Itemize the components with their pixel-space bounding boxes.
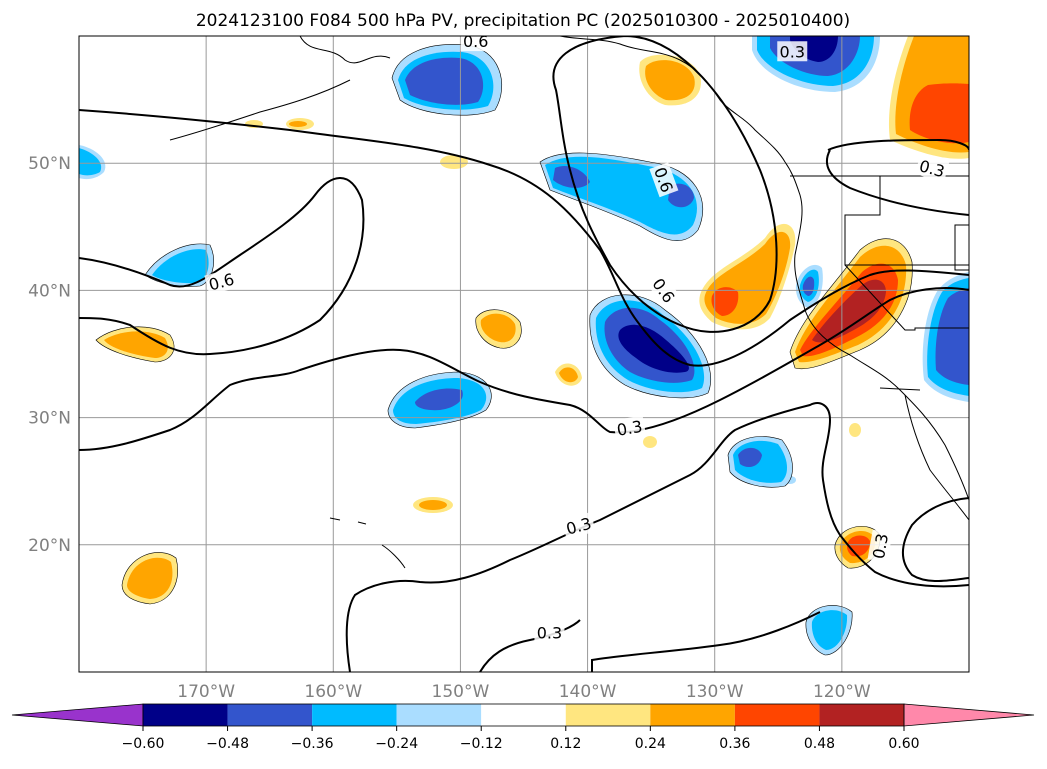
blob-south-negative [728, 436, 793, 488]
lon-tick-label: 150°W [432, 682, 490, 702]
hawaii-coast [381, 544, 406, 569]
shading-outlines [95, 44, 913, 656]
blob-170w-negative [145, 243, 214, 287]
pv-contours [79, 36, 969, 672]
blob-small-center-positive [555, 363, 582, 386]
lon-tick-label: 120°W [813, 682, 871, 702]
lat-tick-label: 50°N [28, 154, 71, 174]
blob-nw-coast-positive [639, 54, 701, 106]
baja-coast [904, 394, 969, 521]
blob-bottom-negative [805, 605, 853, 655]
pv-contour-b [79, 177, 365, 356]
contour-label: 0.3 [777, 41, 808, 62]
state-borders-south [844, 264, 969, 331]
contour-label-bg [613, 415, 647, 441]
colorbar-bin [143, 704, 228, 726]
colorbar-tick-label: −0.60 [122, 736, 165, 752]
colorbar-bin [650, 704, 735, 726]
blob-coastal-negative [795, 264, 823, 308]
state-borders-east [954, 224, 969, 271]
pv-contour-i [825, 138, 969, 216]
colorbar: −0.60 −0.48 −0.36 −0.24 −0.12 0.12 0.24 0.36 0.4… [11, 703, 1035, 752]
map-frame [78, 35, 970, 673]
contour-label-bg [460, 36, 491, 52]
colorbar-bin [481, 704, 566, 726]
blob-bottom-left-positive [122, 552, 178, 604]
borders [790, 175, 969, 391]
pv-contour-a [79, 109, 969, 367]
contour-label-bg [534, 622, 565, 643]
contour-label: 0.3 [613, 415, 647, 441]
colorbar-extend-low [11, 703, 144, 727]
pv-contour-h [902, 497, 969, 582]
colorbar-tick-label: 0.60 [888, 736, 919, 752]
colorbar-tick-label: 0.12 [550, 736, 581, 752]
contour-label: 0.3 [867, 529, 893, 563]
colorbar-tick-label: −0.12 [460, 736, 503, 752]
contour-label-bg [915, 154, 950, 182]
colorbar-tick-label: −0.36 [291, 736, 334, 752]
contour-label-bg [777, 41, 808, 62]
coastlines [169, 36, 969, 569]
blob-west-coast-positive [888, 36, 969, 159]
pv-contour-f [479, 619, 581, 672]
contour-label-text: 0.3 [780, 42, 805, 61]
colorbar-bin [227, 704, 313, 726]
lat-tick-label: 40°N [28, 281, 71, 301]
colorbar-extend-high [903, 703, 1035, 727]
colorbar-bin [734, 704, 820, 726]
colorbar-bin [565, 704, 651, 726]
contour-label: 0.3 [534, 622, 565, 643]
colorbar-tick-label: −0.48 [206, 736, 249, 752]
hawaii-islands [329, 517, 367, 525]
contour-label: 0.6 [649, 162, 679, 198]
colorbar-tick-label: 0.48 [804, 736, 835, 752]
aleutian-coast [169, 79, 351, 141]
state-borders-north [844, 176, 969, 266]
map-area: 0.60.60.60.60.30.30.30.30.30.3 [79, 32, 969, 672]
contour-label-text: 0.3 [537, 624, 562, 643]
contour-label-text: 0.3 [869, 532, 892, 560]
contour-label-bg [649, 162, 679, 198]
blob-central-main-negative [589, 294, 711, 398]
north-america-coast [559, 36, 969, 501]
colorbar-bin [819, 704, 904, 726]
contour-label: 0.6 [460, 32, 491, 52]
contour-label-bg [561, 512, 596, 540]
figure-title: 2024123100 F084 500 hPa PV, precipitatio… [196, 11, 850, 31]
pv-contour-e [345, 402, 969, 672]
alaska-coast [299, 36, 391, 64]
lon-tick-label: 140°W [559, 682, 617, 702]
blob-150w-positive [475, 309, 522, 349]
lat-tick-label: 30°N [28, 409, 71, 429]
contour-label-bg [204, 267, 239, 296]
us-mexico-border [879, 387, 921, 391]
contour-label-bg [647, 272, 681, 309]
contour-label-bg [867, 529, 893, 563]
contour-label-text: 0.3 [615, 417, 643, 440]
blob-small-specks [245, 118, 861, 513]
pv-contour-c [552, 36, 778, 333]
contour-label-text: 0.6 [463, 32, 488, 51]
blob-30n-negative [388, 372, 492, 428]
blob-east-edge-negative [922, 272, 969, 402]
lon-tick-label: 160°W [304, 682, 362, 702]
axis-labels: 170°W 160°W 150°W 140°W 130°W 120°W 20°N 30°N 40… [28, 154, 871, 702]
colorbar-frame [142, 703, 905, 727]
colorbar-bin [396, 704, 482, 726]
colorbar-tick-label: 0.36 [719, 736, 750, 752]
pv-contour-g [591, 611, 821, 672]
lon-tick-label: 170°W [177, 682, 235, 702]
colorbar-tick-label: 0.24 [635, 736, 666, 752]
colorbar-bin [312, 704, 397, 726]
lat-tick-label: 20°N [28, 536, 71, 556]
colorbar-tick-label: −0.24 [375, 736, 418, 752]
blob-left-edge-negative [79, 145, 106, 180]
blob-gulf-of-alaska-negative [392, 44, 502, 116]
lon-tick-label: 130°W [686, 682, 744, 702]
pv-contour-d [79, 287, 969, 451]
